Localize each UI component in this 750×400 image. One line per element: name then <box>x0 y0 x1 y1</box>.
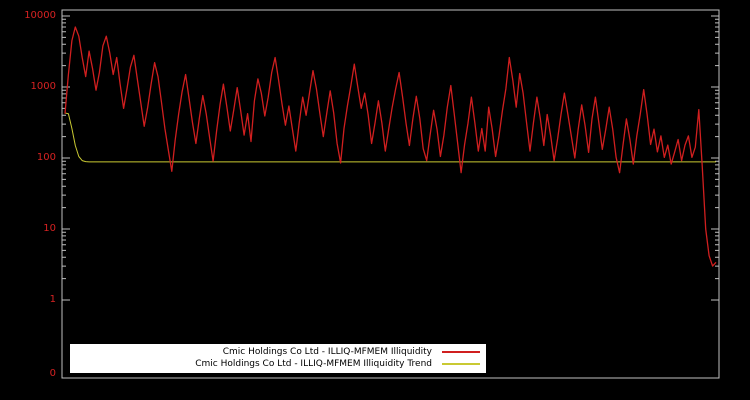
legend-label-illiquidity: Cmic Holdings Co Ltd - ILLIQ-MFMEM Illiq… <box>222 347 432 357</box>
legend-line-sample-illiquidity <box>442 351 480 353</box>
y-tick-label-0: 0 <box>49 368 56 379</box>
legend-line-sample-trend <box>442 363 480 365</box>
y-tick-label-1000: 1000 <box>30 81 56 92</box>
legend-item-illiquidity: Cmic Holdings Co Ltd - ILLIQ-MFMEM Illiq… <box>76 346 480 358</box>
y-tick-label-10: 10 <box>43 223 56 234</box>
y-tick-label-100: 100 <box>36 152 56 163</box>
y-tick-label-10000: 10000 <box>24 10 56 21</box>
legend-item-trend: Cmic Holdings Co Ltd - ILLIQ-MFMEM Illiq… <box>76 358 480 370</box>
legend: Cmic Holdings Co Ltd - ILLIQ-MFMEM Illiq… <box>70 344 486 373</box>
y-tick-label-1: 1 <box>49 294 56 305</box>
legend-label-trend: Cmic Holdings Co Ltd - ILLIQ-MFMEM Illiq… <box>195 359 432 369</box>
